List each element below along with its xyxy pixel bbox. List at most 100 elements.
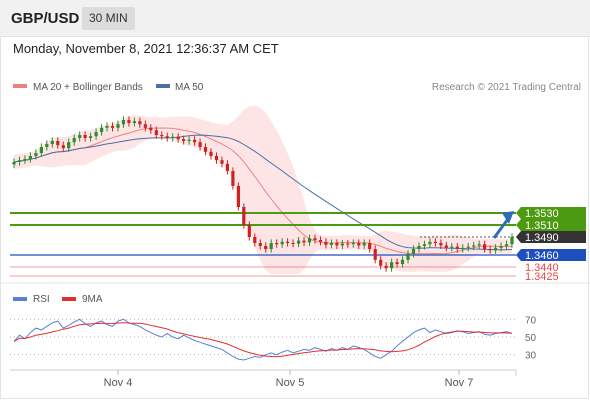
candle-body [12,162,16,165]
trend-arrow-head [502,211,514,224]
candle-body [132,121,136,123]
chart-legend: MA 20 + Bollinger Bands MA 50 Research ©… [13,82,581,93]
candle-body [105,126,109,128]
candle-body [275,243,279,245]
timeframe-button[interactable]: 30 MIN [82,7,135,30]
bollinger-legend-label: MA 20 + Bollinger Bands [33,82,143,93]
candle-body [335,243,339,246]
candle-body [61,145,65,149]
instrument-name: GBP/USD [11,10,80,27]
rsi-legend-label: RSI [33,294,50,305]
rsi-tick-70: 70 [525,315,537,326]
candle-body [351,243,355,245]
candle-body [411,249,416,254]
chart-datetime: Monday, November 8, 2021 12:36:37 AM CET [13,41,279,56]
rsi-ma-line [13,322,513,358]
candle-body [428,241,432,245]
candles [12,116,514,272]
candle-body [269,243,273,249]
candle-body [318,240,323,242]
candle-body [439,243,443,246]
candle-body [291,243,295,244]
candle-body [39,147,43,153]
ma50-line [13,134,513,251]
candle-body [28,156,32,159]
candle-body [280,241,284,245]
rsi-ma-legend-swatch [62,297,76,301]
candle-body [187,139,191,141]
candle-body [417,246,421,249]
ma20-line [13,127,513,255]
candle-body [176,136,180,140]
candle-body [362,243,366,246]
candle-body [138,121,142,125]
candle-body [143,124,147,128]
candle-body [34,153,38,156]
candle-body [504,244,509,246]
candle-body [384,265,388,269]
candle-body [477,244,481,246]
candle-body [444,245,448,248]
candle-body [340,243,344,246]
trend-arrow-shaft [492,218,510,239]
candle-body [422,244,426,246]
candle-body [225,163,229,171]
support-tag-3-label: 1.3425 [525,271,559,283]
candle-body [510,237,514,245]
candle-body [373,249,377,260]
candle-body [45,144,49,147]
rsi-line [13,318,513,361]
candle-body [379,259,383,266]
candle-body [433,241,437,243]
candle-body [83,135,87,138]
candle-body [264,246,268,249]
candle-body [357,243,361,246]
candle-body [149,127,153,131]
candle-body [390,262,394,269]
price-levels [10,212,516,277]
x-tick-label: Nov 4 [104,377,133,389]
candle-body [483,244,487,249]
support-tag-1-label: 1.3460 [525,250,559,262]
candle-body [450,246,454,248]
candle-body [89,136,93,138]
resistance-tag-2-bg [516,219,586,231]
candle-body [307,238,312,243]
candle-body [116,124,120,128]
candle-body [171,136,175,138]
bollinger-band-fill [14,105,512,274]
candle-body [236,186,240,207]
candle-body [110,126,115,128]
resistance-tag-1-bg [516,207,586,219]
ma50-legend-label: MA 50 [175,82,204,93]
candle-body [154,130,158,135]
candle-body [56,141,60,146]
rsi-ma-legend-label: 9MA [82,294,103,305]
candle-body [193,139,197,143]
resistance-tag-2: 1.3510 [516,219,586,232]
candle-body [494,247,498,251]
rsi-tick-50: 50 [525,333,537,344]
candle-body [313,238,317,240]
candle-body [67,142,71,149]
candle-body [302,240,306,243]
candle-body [214,156,219,161]
candle-body [94,132,98,137]
candle-body [258,243,262,246]
support-tag-2: 1.3440 [525,262,559,274]
candle-body [455,246,459,249]
candle-body [466,246,470,248]
current-price-tag: 1.3490 [516,231,586,244]
candle-body [346,243,350,245]
moving-averages [13,127,513,255]
candle-body [400,259,405,264]
support-tag-3: 1.3425 [525,271,559,283]
candle-body [253,237,257,243]
candle-body [160,135,164,137]
support-tag-2-label: 1.3440 [525,262,559,274]
x-axis: Nov 4 Nov 5 Nov 7 [10,369,517,389]
candle-body [395,262,399,264]
current-price-tag-bg [516,231,586,243]
